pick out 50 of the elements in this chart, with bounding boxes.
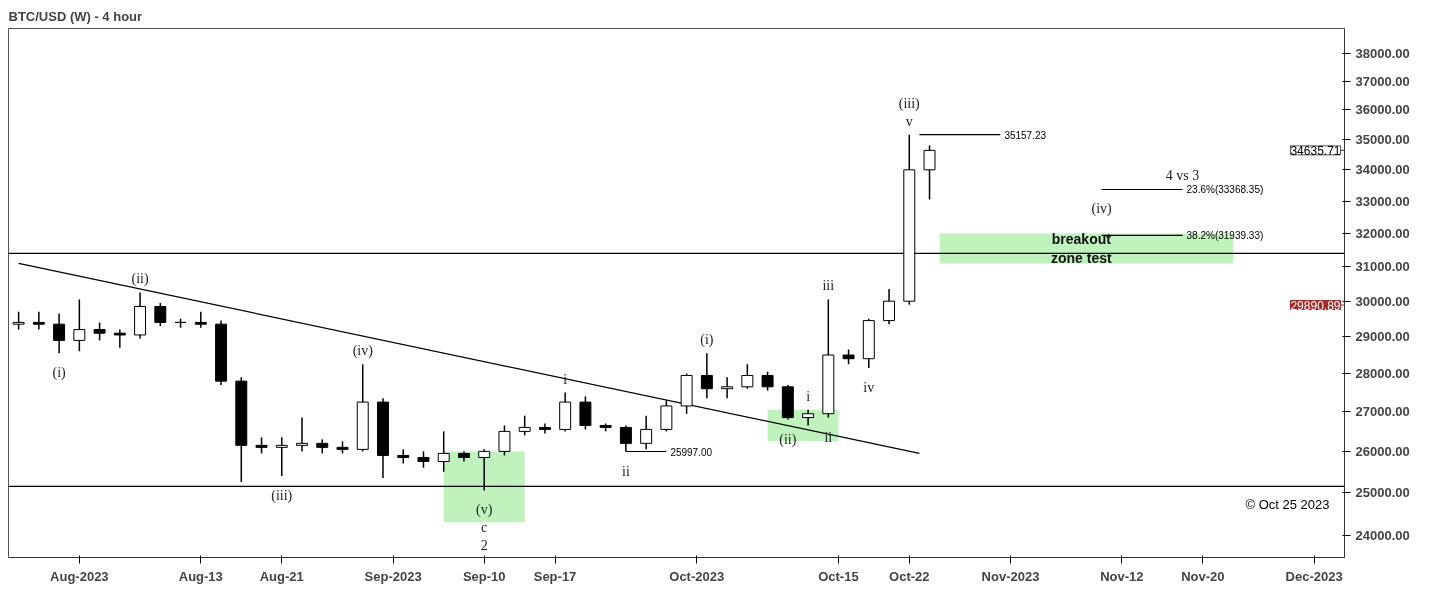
annotation: i — [806, 388, 811, 404]
annotation: 4 vs 3 — [1165, 168, 1200, 184]
x-tick-label: Oct-15 — [818, 568, 859, 584]
annotation: iv — [863, 380, 875, 395]
annotation: (i) — [700, 332, 714, 349]
x-tick-label: Aug-13 — [178, 568, 223, 584]
x-tick-label: Dec-2023 — [1285, 568, 1343, 584]
annotation: (iii) v — [898, 95, 921, 129]
y-tick-label: 31000.00 — [1355, 259, 1410, 275]
y-tick-label: 35000.00 — [1355, 131, 1410, 147]
annotation: (iv) — [1091, 201, 1113, 218]
y-tick-label: 25000.00 — [1355, 485, 1410, 501]
chart-title: BTC/USD (W) - 4 hour — [8, 8, 143, 24]
annotation: © Oct 25 2023 — [1245, 496, 1330, 512]
series-label: 38.2%(31939.33) — [1186, 229, 1264, 241]
y-tick-label: 28000.00 — [1355, 366, 1410, 382]
y-tick-label: 34000.00 — [1355, 162, 1410, 178]
annotation: (ii) — [131, 271, 149, 288]
y-tick-label: 38000.00 — [1355, 45, 1410, 61]
annotation: (ii) — [779, 431, 797, 448]
x-tick-label: Nov-12 — [1100, 568, 1144, 584]
series-label: 23.6%(33368.35) — [1186, 184, 1264, 195]
ref-line-label: 34635.71 — [1290, 143, 1341, 158]
y-tick-label: 29000.00 — [1355, 329, 1410, 345]
series-label: 35157.23 — [1004, 129, 1047, 141]
y-tick-label: 33000.00 — [1355, 193, 1410, 209]
x-tick-label: Aug-2023 — [50, 568, 109, 584]
y-tick-label: 26000.00 — [1355, 443, 1410, 459]
y-tick-label: 30000.00 — [1355, 293, 1410, 309]
y-tick-label: 36000.00 — [1355, 102, 1410, 118]
x-tick-label: Oct-22 — [889, 568, 930, 584]
x-tick-label: Sep-10 — [462, 568, 506, 584]
y-tick-label: 32000.00 — [1355, 225, 1410, 241]
x-tick-label: Nov-20 — [1181, 568, 1225, 584]
annotation: breakout zone test — [1051, 230, 1113, 266]
annotation: (v) c 2 — [476, 502, 493, 554]
y-tick-label: 24000.00 — [1355, 527, 1410, 543]
annotation: (iii) — [271, 487, 293, 504]
x-tick-label: Sep-2023 — [364, 568, 422, 584]
y-tick-label: 27000.00 — [1355, 404, 1410, 420]
annotation: (iv) — [352, 343, 374, 360]
series-label: 25997.00 — [670, 446, 713, 458]
y-tick-label: 37000.00 — [1355, 73, 1410, 89]
annotation: ii — [622, 463, 630, 479]
x-tick-label: Aug-21 — [259, 568, 304, 584]
x-tick-label: Nov-2023 — [981, 568, 1040, 584]
annotation: (i) — [52, 365, 67, 382]
x-tick-label: Sep-17 — [533, 568, 577, 584]
x-tick-label: Oct-2023 — [669, 568, 725, 584]
annotation: iii — [822, 278, 835, 294]
